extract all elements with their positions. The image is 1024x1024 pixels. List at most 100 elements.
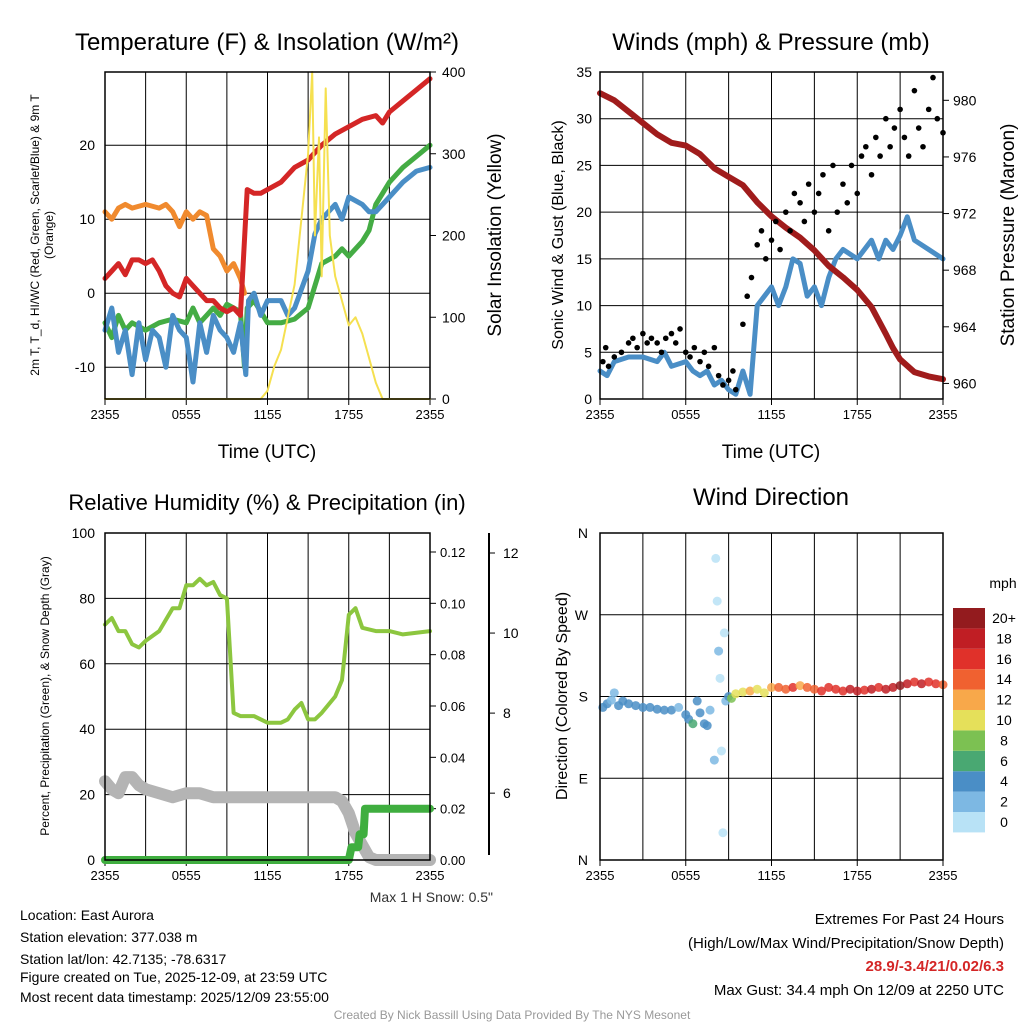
gust-point (830, 162, 836, 169)
gust-point (682, 349, 689, 356)
gust-point (820, 171, 826, 178)
y-right2-tick-label: 8 (503, 705, 511, 721)
y-tick-label: W (575, 607, 589, 623)
gust-point (834, 209, 841, 215)
gust-point (873, 134, 879, 141)
gust-point (915, 125, 922, 131)
plot-frame (104, 71, 431, 400)
colorbar-swatch (953, 648, 985, 670)
y-right2-tick-label: 6 (503, 785, 511, 801)
gust-point (705, 363, 712, 370)
direction-point (795, 681, 805, 691)
y-right-tick-label: 200 (442, 228, 466, 244)
gust-point (825, 228, 832, 234)
colorbar-label: 12 (996, 692, 1012, 708)
gust-point (668, 330, 675, 337)
gust-point (730, 368, 736, 374)
direction-point (845, 684, 855, 694)
direction-point (752, 684, 762, 694)
y-right-tick-label: 0.04 (440, 750, 465, 765)
gust-point (791, 190, 798, 197)
chart-title-4: Wind Direction (693, 484, 849, 511)
direction-point (781, 684, 791, 694)
gust-point (691, 344, 698, 351)
gust-point (868, 171, 875, 178)
y-tick-label: 35 (576, 64, 592, 80)
y-tick-label: -10 (75, 359, 95, 375)
gust-point (715, 372, 722, 379)
x-tick-label: 1155 (758, 407, 786, 422)
y-tick-label: N (578, 525, 588, 541)
chart-title-1: Temperature (F) & Insolation (W/m²) (75, 29, 459, 56)
gust-point (801, 218, 808, 225)
gust-point (618, 349, 625, 356)
gust-point (844, 200, 851, 206)
direction-point (692, 696, 702, 706)
direction-point (924, 677, 934, 687)
gust-point (934, 115, 941, 122)
colorbar-swatch (953, 628, 985, 649)
x-tick-label: 1155 (254, 407, 282, 422)
x-axis-label: Time (UTC) (218, 442, 317, 463)
x-tick-label: 2355 (91, 407, 120, 422)
direction-point (705, 705, 715, 715)
colorbar-swatch (953, 771, 985, 792)
gust-point (697, 358, 703, 365)
direction-point (788, 682, 798, 692)
extremes-title: Extremes For Past 24 Hours (814, 911, 1004, 928)
direction-point (606, 695, 616, 705)
info-location: Location: East Aurora (20, 907, 154, 923)
x-tick-label: 1755 (843, 407, 872, 422)
gust-point (625, 340, 632, 346)
y-right-axis-label: Station Pressure (Maroon) (998, 124, 1019, 347)
gust-point (672, 340, 679, 346)
y-tick-label: 0 (87, 852, 95, 868)
extremes-subtitle: (High/Low/Max Wind/Precipitation/Snow De… (688, 935, 1004, 952)
colorbar-swatch (953, 750, 985, 772)
direction-point (715, 673, 725, 683)
gust-point (600, 358, 606, 365)
colorbar-label: 2 (1000, 794, 1008, 810)
y-tick-label: 60 (79, 656, 95, 672)
x-tick-label: 2355 (416, 868, 445, 883)
colorbar-label: 10 (996, 712, 1012, 728)
x-tick-label: 2355 (929, 868, 958, 883)
y-tick-label: 100 (72, 525, 96, 541)
gust-point (887, 143, 893, 150)
direction-point (902, 679, 912, 689)
colorbar-label: 4 (1000, 773, 1008, 789)
y-tick-label: 20 (576, 204, 592, 220)
y-right2-tick-label: 10 (503, 625, 519, 641)
direction-point (802, 682, 812, 692)
colorbar-label: 14 (996, 671, 1012, 687)
direction-point (719, 628, 729, 638)
direction-point (695, 708, 705, 718)
y-right-axis-label: Solar Insolation (Yellow) (485, 133, 506, 336)
gust-point (648, 335, 655, 342)
x-tick-label: 0555 (172, 407, 201, 422)
plot-frame (599, 532, 944, 861)
gust-point (891, 125, 898, 131)
x-tick-label: 1755 (843, 868, 872, 883)
gust-point (768, 237, 775, 243)
y-tick-label: 0 (584, 391, 592, 407)
direction-point (767, 682, 776, 692)
y-right-tick-label: 0.00 (440, 853, 465, 868)
gust-point (662, 335, 669, 342)
direction-point (674, 702, 684, 712)
y-right-tick-label: 0 (442, 391, 450, 407)
y-axis-label-temperature: 2m T, T_d, HI/WC (Red, Green, Scarlet/Bl… (28, 94, 56, 376)
gust-point (901, 134, 908, 141)
colorbar-label: 20+ (992, 610, 1016, 626)
gust-point (658, 349, 665, 356)
chart-title-2: Winds (mph) & Pressure (mb) (612, 29, 929, 56)
gust-point (677, 326, 683, 332)
direction-point (895, 681, 905, 691)
direction-point (688, 719, 698, 729)
info-recent: Most recent data timestamp: 2025/12/09 2… (20, 989, 329, 1005)
direction-point (874, 682, 884, 692)
y-right-tick-label: 400 (442, 64, 466, 80)
gust-point (654, 340, 660, 346)
direction-point (718, 828, 728, 838)
